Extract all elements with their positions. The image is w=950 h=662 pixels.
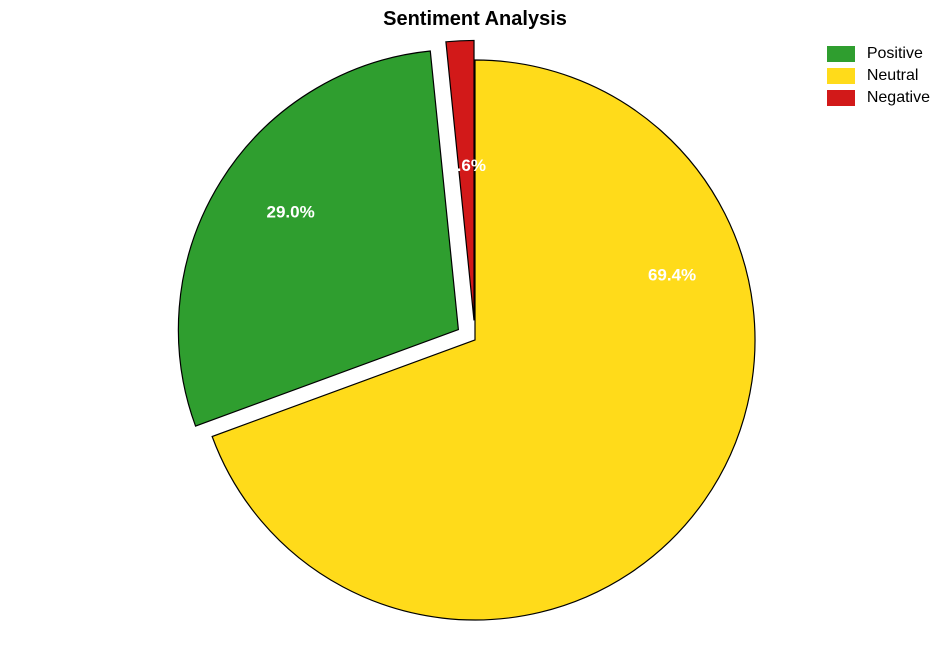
pie-label-neutral: 69.4%	[648, 265, 696, 284]
pie-chart: 69.4% 29.0% 1.6%	[0, 0, 950, 662]
pie-label-negative: 1.6%	[447, 156, 486, 175]
pie-label-positive: 29.0%	[267, 202, 315, 221]
